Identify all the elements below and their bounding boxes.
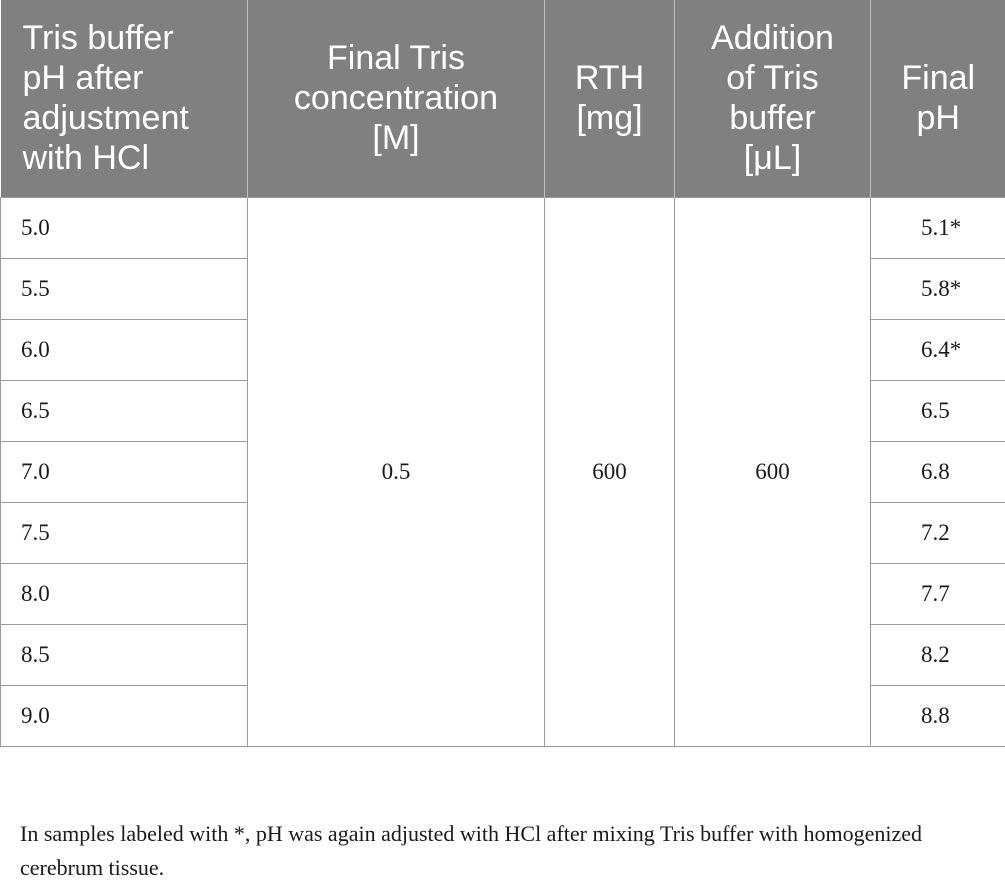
table-row: 5.0 0.5 600 600 5.1*: [0, 196, 1005, 747]
table-footnote: In samples labeled with *, pH was again …: [20, 821, 923, 880]
table-row: 9.0 8.8: [0, 684, 1005, 747]
header-rth: RTH [mg]: [544, 0, 675, 197]
cell-ph-adjusted: 6.5: [0, 379, 248, 442]
cell-ph-adjusted: 5.0: [0, 196, 248, 259]
header-ph-after-adjustment: Tris buffer pH after adjustment with HCl: [0, 0, 248, 197]
cell-final-ph: 8.8: [870, 684, 1005, 747]
header-final-ph: Final pH: [870, 0, 1005, 197]
cell-ph-adjusted: 6.0: [0, 318, 248, 381]
cell-ph-adjusted: 7.0: [0, 440, 248, 503]
cell-final-ph: 5.1*: [870, 196, 1005, 259]
cell-final-tris-concentration: 0.5: [247, 196, 545, 747]
header-final-tris-concentration: Final Tris concentration [M]: [247, 0, 545, 197]
cell-rth-mg: 600: [544, 196, 675, 747]
header-row: Tris buffer pH after adjustment with HCl…: [0, 0, 1005, 197]
table-header: Tris buffer pH after adjustment with HCl…: [0, 0, 1005, 197]
table-row: 8.5 8.2: [0, 623, 1005, 686]
cell-final-ph: 6.4*: [870, 318, 1005, 381]
cell-final-ph: 7.2: [870, 501, 1005, 564]
data-table: Tris buffer pH after adjustment with HCl…: [0, 0, 1005, 747]
header-tris-buffer-addition: Addition of Tris buffer [μL]: [674, 0, 871, 197]
cell-tris-buffer-addition: 600: [674, 196, 871, 747]
table-body: 5.0 0.5 600 600 5.1* 5.5 5.8* 6.0 6.4* 6…: [0, 196, 1005, 747]
cell-final-ph: 6.8: [870, 440, 1005, 503]
table-row: 8.0 7.7: [0, 562, 1005, 625]
cell-ph-adjusted: 8.5: [0, 623, 248, 686]
cell-final-ph: 5.8*: [870, 257, 1005, 320]
table-row: 7.5 7.2: [0, 501, 1005, 564]
cell-final-ph: 8.2: [870, 623, 1005, 686]
cell-ph-adjusted: 8.0: [0, 562, 248, 625]
table-row: 5.5 5.8*: [0, 257, 1005, 320]
cell-final-ph: 6.5: [870, 379, 1005, 442]
cell-ph-adjusted: 7.5: [0, 501, 248, 564]
cell-ph-adjusted: 9.0: [0, 684, 248, 747]
cell-final-ph: 7.7: [870, 562, 1005, 625]
cell-ph-adjusted: 5.5: [0, 257, 248, 320]
